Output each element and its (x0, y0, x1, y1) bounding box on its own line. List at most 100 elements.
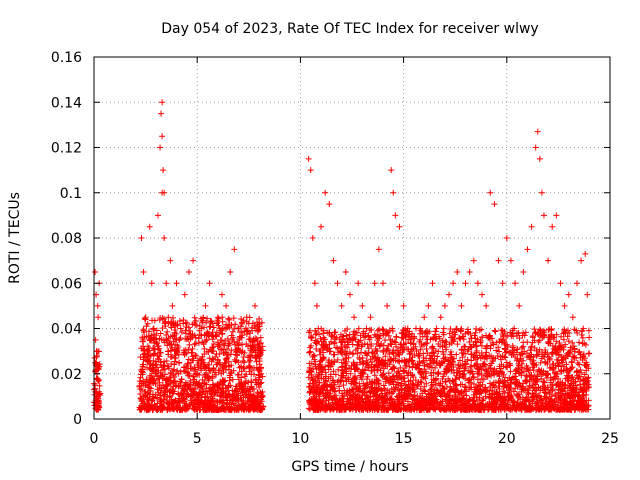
data-point (574, 330, 581, 337)
data-point (542, 370, 549, 377)
data-point (150, 379, 157, 386)
y-tick-label: 0.08 (51, 231, 82, 247)
data-point (476, 383, 483, 390)
data-point (497, 394, 504, 401)
data-point (532, 330, 539, 337)
x-tick-label: 20 (498, 431, 516, 447)
data-point (576, 361, 583, 368)
data-point (138, 405, 145, 412)
data-point (154, 400, 161, 407)
data-point (224, 335, 231, 342)
data-point (198, 384, 205, 391)
data-point (518, 406, 525, 413)
data-point (140, 356, 147, 363)
data-point (329, 377, 336, 384)
data-point (249, 393, 256, 400)
data-point (326, 362, 333, 369)
data-point (428, 398, 435, 405)
data-point (474, 370, 481, 377)
data-point (378, 387, 385, 394)
data-point (569, 358, 576, 365)
data-point (309, 235, 316, 241)
data-point (531, 387, 538, 394)
data-point (495, 257, 502, 264)
data-point (152, 370, 159, 377)
data-point (355, 338, 362, 345)
data-point (185, 268, 192, 275)
data-point (165, 351, 172, 358)
data-point (226, 316, 233, 323)
data-point (182, 319, 189, 326)
data-point (403, 405, 410, 412)
data-point (362, 382, 369, 389)
data-point (536, 346, 543, 353)
data-point (249, 342, 256, 349)
data-point (423, 355, 430, 362)
data-point (526, 406, 533, 413)
data-point (569, 339, 576, 346)
data-point (565, 291, 572, 298)
data-point (187, 359, 194, 366)
data-point (252, 379, 259, 386)
data-point (219, 403, 226, 410)
data-point (353, 329, 360, 336)
data-point (328, 338, 335, 345)
data-point (466, 376, 473, 383)
data-point (545, 326, 552, 333)
data-point (185, 356, 192, 363)
data-point (241, 373, 248, 380)
data-point (583, 387, 590, 394)
data-point (369, 378, 376, 385)
data-point (153, 339, 160, 346)
data-point (441, 368, 448, 375)
data-point (241, 365, 248, 372)
data-point (326, 201, 333, 208)
data-point (522, 402, 529, 409)
data-point (374, 327, 381, 334)
data-point (240, 385, 247, 392)
data-point (540, 333, 547, 340)
data-point (558, 367, 565, 374)
data-point (430, 349, 437, 356)
data-point (524, 339, 531, 346)
data-point (178, 376, 185, 383)
data-point (242, 325, 249, 332)
data-point (152, 405, 159, 412)
data-point (194, 357, 201, 364)
data-point (348, 365, 355, 372)
data-point (256, 398, 263, 405)
data-point (383, 375, 390, 382)
data-point (400, 367, 407, 374)
data-point (152, 366, 159, 373)
data-point (527, 367, 534, 374)
data-point (202, 302, 209, 309)
data-point (163, 357, 170, 364)
data-point (571, 326, 578, 333)
data-point (555, 386, 562, 393)
data-point (169, 344, 176, 351)
data-point (406, 404, 413, 411)
data-point (528, 343, 535, 350)
data-point (198, 325, 205, 332)
data-point (379, 280, 386, 287)
data-point (189, 393, 196, 400)
data-point (157, 144, 164, 151)
data-point (520, 268, 527, 275)
data-point (313, 302, 320, 309)
x-tick-label: 5 (193, 431, 202, 447)
data-point (531, 345, 538, 352)
data-point (140, 398, 147, 405)
data-point (492, 395, 499, 402)
data-point (214, 343, 221, 350)
data-point (334, 400, 341, 407)
data-point (583, 375, 590, 382)
data-point (94, 302, 101, 309)
data-point (581, 371, 588, 378)
data-point (487, 189, 494, 196)
data-point (390, 364, 397, 371)
data-point (161, 235, 168, 241)
data-point (434, 387, 441, 394)
data-point (561, 385, 568, 392)
data-point (519, 351, 526, 358)
data-point (462, 330, 469, 337)
